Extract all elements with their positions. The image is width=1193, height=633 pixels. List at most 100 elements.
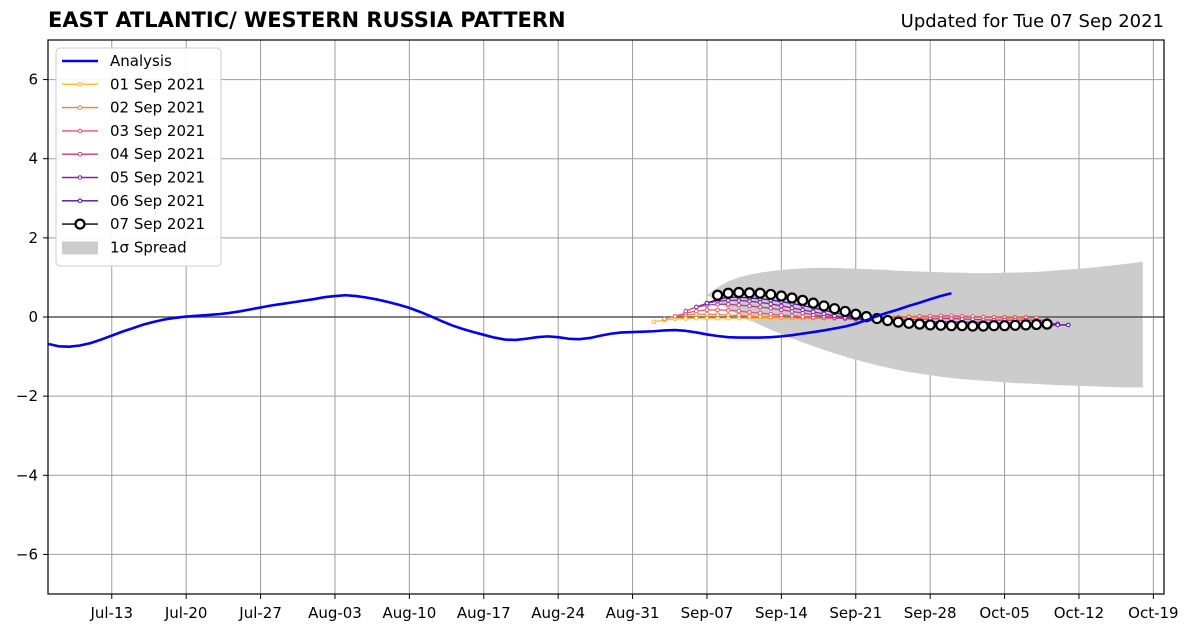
forecast-point bbox=[672, 313, 678, 319]
forecast-point bbox=[779, 303, 784, 309]
forecast-point bbox=[704, 307, 710, 313]
forecast-point bbox=[818, 300, 830, 312]
forecast-point bbox=[810, 309, 816, 315]
legend-label: 04 Sep 2021 bbox=[110, 145, 205, 163]
forecast-point bbox=[768, 305, 774, 311]
legend-item: Analysis bbox=[62, 52, 172, 70]
forecast-point bbox=[765, 288, 777, 301]
legend-marker bbox=[77, 105, 83, 110]
y-tick-label: 0 bbox=[28, 308, 38, 326]
x-tick-label: Jul-27 bbox=[238, 604, 282, 622]
chart-title: EAST ATLANTIC/ WESTERN RUSSIA PATTERN bbox=[48, 8, 566, 32]
forecast-point bbox=[715, 312, 720, 317]
forecast-point bbox=[1020, 319, 1032, 331]
legend-label: 01 Sep 2021 bbox=[110, 75, 205, 93]
forecast-point bbox=[651, 319, 657, 325]
forecast-point bbox=[789, 305, 795, 311]
forecast-point bbox=[725, 312, 731, 318]
x-tick-label: Aug-31 bbox=[606, 604, 660, 622]
forecast-point bbox=[694, 315, 699, 321]
forecast-point bbox=[704, 311, 710, 317]
y-tick-label: −2 bbox=[16, 387, 38, 405]
forecast-point bbox=[913, 318, 926, 330]
legend-label: 03 Sep 2021 bbox=[110, 122, 205, 140]
forecast-point bbox=[747, 303, 752, 309]
forecast-point bbox=[722, 287, 734, 299]
forecast-point bbox=[757, 300, 763, 305]
forecast-point bbox=[945, 320, 958, 332]
forecast-point bbox=[683, 316, 689, 321]
x-tick-label: Oct-05 bbox=[979, 604, 1029, 622]
forecast-point bbox=[768, 301, 774, 307]
legend-box bbox=[55, 47, 222, 267]
forecast-point bbox=[1066, 322, 1071, 328]
forecast-point bbox=[1009, 319, 1021, 331]
x-tick-label: Oct-12 bbox=[1054, 604, 1104, 622]
forecast-point bbox=[807, 297, 819, 309]
forecast-point bbox=[882, 314, 894, 327]
y-tick-label: 4 bbox=[28, 150, 38, 168]
forecast-point bbox=[800, 314, 805, 319]
forecast-point bbox=[789, 313, 795, 319]
forecast-point bbox=[683, 308, 689, 314]
forecast-point bbox=[747, 313, 752, 319]
legend-item: 01 Sep 2021 bbox=[62, 75, 205, 93]
legend-label: 05 Sep 2021 bbox=[110, 169, 205, 187]
x-axis: Jul-13 Jul-20 Jul-27 Aug-03 Aug-10 Aug-17 Aug-… bbox=[89, 594, 1179, 622]
legend-item: 06 Sep 2021 bbox=[62, 192, 205, 210]
forecast-point bbox=[1030, 318, 1043, 331]
x-tick-label: Aug-10 bbox=[382, 604, 436, 622]
x-tick-label: Jul-13 bbox=[89, 604, 133, 622]
forecast-point bbox=[786, 292, 798, 304]
legend-marker bbox=[77, 82, 83, 87]
forecast-point bbox=[694, 304, 699, 310]
forecast-point bbox=[736, 308, 742, 314]
x-tick-label: Sep-28 bbox=[904, 604, 957, 622]
forecast-point bbox=[775, 290, 787, 302]
forecast-point bbox=[736, 313, 742, 318]
forecast-point bbox=[725, 302, 731, 307]
forecast-point bbox=[725, 307, 731, 313]
y-tick-label: 6 bbox=[28, 71, 38, 89]
forecast-point bbox=[754, 287, 766, 299]
forecast-point bbox=[977, 320, 989, 332]
analysis-line bbox=[47, 291, 952, 348]
legend-item: 03 Sep 2021 bbox=[62, 122, 205, 140]
legend-item: 07 Sep 2021 bbox=[62, 215, 205, 233]
forecast-point bbox=[956, 320, 968, 332]
forecast-point bbox=[779, 307, 784, 313]
legend-label: Analysis bbox=[110, 52, 172, 70]
x-tick-label: Aug-03 bbox=[308, 604, 362, 622]
forecast-point bbox=[715, 307, 720, 313]
forecast-point bbox=[892, 316, 904, 328]
legend-label: 06 Sep 2021 bbox=[110, 192, 205, 210]
forecast-point bbox=[715, 315, 720, 321]
x-tick-label: Aug-17 bbox=[457, 604, 511, 622]
updated-date-label: Updated for Tue 07 Sep 2021 bbox=[900, 11, 1164, 32]
x-tick-label: Oct-19 bbox=[1128, 604, 1178, 622]
forecast-point bbox=[711, 289, 724, 301]
x-tick-label: Sep-21 bbox=[829, 604, 882, 622]
legend-item: 1σ Spread bbox=[62, 238, 187, 256]
forecast-point bbox=[1041, 318, 1053, 330]
forecast-point bbox=[1055, 322, 1061, 328]
legend-marker bbox=[74, 218, 86, 230]
forecast-point bbox=[694, 308, 699, 314]
forecast-point bbox=[988, 320, 1000, 332]
legend-item: 05 Sep 2021 bbox=[62, 169, 205, 187]
x-tick-label: Jul-20 bbox=[164, 604, 208, 622]
forecast-point bbox=[704, 315, 710, 321]
x-tick-label: Aug-24 bbox=[531, 604, 585, 622]
forecast-point bbox=[797, 294, 809, 306]
y-tick-label: −6 bbox=[16, 545, 38, 563]
legend: Analysis 01 Sep 2021 02 Sep 2021 03 Sep 202… bbox=[55, 47, 222, 267]
forecast-point bbox=[757, 310, 763, 316]
legend-item: 04 Sep 2021 bbox=[62, 145, 205, 163]
y-tick-label: −4 bbox=[16, 466, 38, 484]
x-tick-label: Sep-14 bbox=[755, 604, 808, 622]
forecast-point bbox=[850, 308, 862, 320]
forecast-point bbox=[662, 316, 667, 322]
forecast-point bbox=[757, 314, 763, 319]
forecast-point bbox=[800, 307, 805, 313]
